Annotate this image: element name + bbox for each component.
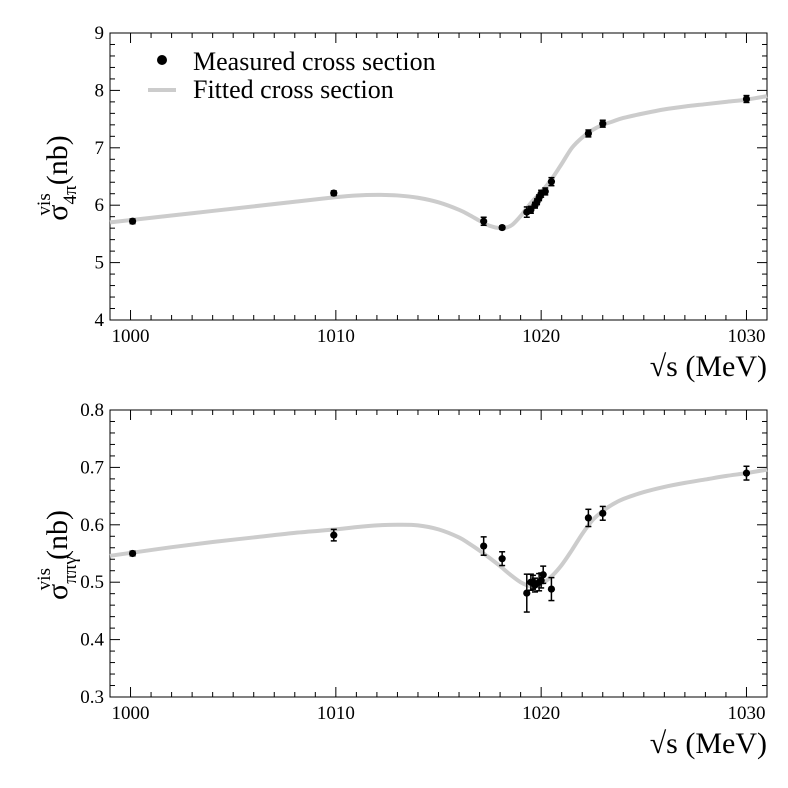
data-point <box>330 528 338 542</box>
x-tick-label: 1000 <box>112 326 150 347</box>
data-point <box>498 223 506 232</box>
x-tick-label: 1020 <box>522 703 560 724</box>
y-axis-label-unit: (nb) <box>41 510 74 560</box>
data-point-marker <box>547 585 556 593</box>
data-point <box>584 508 592 528</box>
y-tick-labels: 0.3 0.4 0.5 0.6 0.7 0.8 <box>80 400 104 708</box>
x-tick-label: 1000 <box>112 703 150 724</box>
y-tick-label: 0.3 <box>80 687 104 708</box>
data-point <box>128 217 137 225</box>
axis-ticks <box>109 409 768 698</box>
svg-text:σ4πvis(nb): σ4πvis (nb) <box>34 135 81 220</box>
data-point <box>480 216 488 227</box>
fit-curve-layer <box>109 94 768 231</box>
y-tick-label: 0.8 <box>80 400 104 421</box>
data-point <box>599 505 607 521</box>
data-point-marker <box>498 555 506 563</box>
data-point-marker <box>584 514 592 522</box>
y-tick-label: 0.6 <box>80 515 104 536</box>
fit-curve-layer <box>109 467 768 589</box>
x-tick-label: 1010 <box>317 703 355 724</box>
y-axis-label-sup: vis <box>34 193 55 215</box>
legend-label-measured: Measured cross section <box>193 47 436 76</box>
data-point-marker <box>547 178 556 186</box>
y-axis-label-sup: vis <box>34 568 55 590</box>
data-point <box>330 189 338 197</box>
chart-panel-bottom: 0.3 0.4 0.5 0.6 0.7 0.8 1000 1010 1020 1030 σππγ… <box>34 400 768 760</box>
y-tick-labels: 4 5 6 7 8 9 <box>95 23 105 331</box>
data-point-marker <box>523 589 531 597</box>
y-tick-label: 0.5 <box>80 572 104 593</box>
data-point <box>584 129 592 138</box>
x-tick-label: 1010 <box>317 326 355 347</box>
data-point <box>547 176 556 187</box>
data-point-marker <box>128 217 137 225</box>
fit-curve <box>109 94 768 231</box>
data-point-marker <box>330 531 338 539</box>
data-point-marker <box>541 187 549 196</box>
axis-ticks <box>109 32 768 321</box>
data-points-layer <box>128 94 751 232</box>
y-axis-label-sub: 4π <box>60 185 81 205</box>
data-point-marker <box>330 189 338 197</box>
data-point <box>742 465 751 481</box>
fit-curve <box>109 467 768 589</box>
data-point-marker <box>128 549 137 558</box>
data-point <box>599 119 607 128</box>
y-tick-label: 6 <box>95 195 105 216</box>
data-point <box>547 576 556 602</box>
chart-panel-top: 4 5 6 7 8 9 1000 1010 1020 1030 σ4πvis (nb) √s (M… <box>34 23 768 383</box>
plot-frame <box>109 409 768 698</box>
data-point-marker <box>742 95 751 103</box>
y-tick-label: 8 <box>95 80 105 101</box>
x-axis-label: √s (MeV) <box>650 350 767 383</box>
y-tick-label: 4 <box>95 310 105 331</box>
x-tick-labels: 1000 1010 1020 1030 <box>112 326 766 347</box>
x-tick-label: 1030 <box>727 703 765 724</box>
svg-text:σππγvis(nb): σππγvis (nb) <box>34 510 81 600</box>
data-point-marker <box>584 129 592 138</box>
y-tick-label: 7 <box>95 138 105 159</box>
y-tick-label: 0.7 <box>80 457 104 478</box>
y-tick-label: 5 <box>95 253 105 274</box>
data-point <box>498 551 506 567</box>
y-axis-label-unit: (nb) <box>41 135 74 185</box>
y-tick-label: 0.4 <box>80 630 104 651</box>
data-point-marker <box>599 509 607 517</box>
data-point-marker <box>599 120 607 128</box>
data-point-marker <box>539 571 547 579</box>
x-axis-label: √s (MeV) <box>650 727 767 760</box>
data-point <box>541 187 549 196</box>
data-point <box>539 565 547 585</box>
y-axis-label: σ4πvis (nb) <box>34 135 81 220</box>
data-point-marker <box>742 469 751 477</box>
y-tick-label: 9 <box>95 23 105 44</box>
y-axis-label-base: σ <box>41 205 74 221</box>
x-tick-label: 1020 <box>522 326 560 347</box>
legend-label-fitted: Fitted cross section <box>193 75 394 104</box>
x-tick-labels: 1000 1010 1020 1030 <box>112 703 766 724</box>
y-axis-label-sub: ππγ <box>60 556 81 584</box>
data-points-layer <box>128 465 751 613</box>
data-point-marker <box>498 223 506 232</box>
legend: Measured cross section Fitted cross sect… <box>148 47 436 104</box>
data-point-marker <box>480 217 488 225</box>
data-point <box>742 94 751 104</box>
data-point <box>128 549 137 558</box>
x-tick-label: 1030 <box>727 326 765 347</box>
data-point <box>480 536 488 556</box>
data-point-marker <box>480 542 488 550</box>
y-axis-label-base: σ <box>41 584 74 600</box>
legend-marker-measured <box>157 55 167 65</box>
y-axis-label: σππγvis (nb) <box>34 510 81 600</box>
data-point <box>527 205 535 214</box>
